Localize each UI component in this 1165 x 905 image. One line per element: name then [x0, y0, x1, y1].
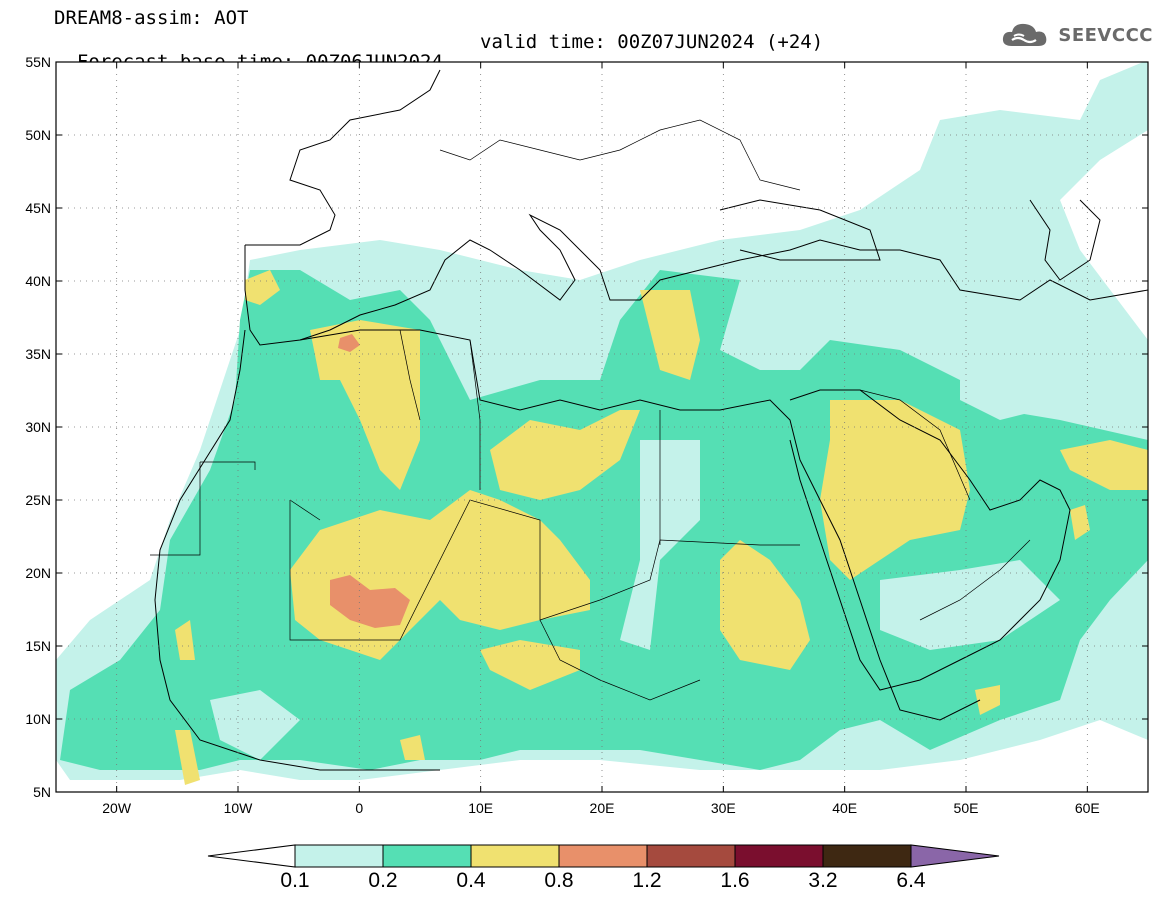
coastline-africa [154, 329, 981, 771]
coastline-caspian [1029, 199, 1101, 281]
colorbar-over-arrow [910, 844, 1000, 868]
lon-label: 60E [1075, 800, 1100, 816]
lon-label: 0 [355, 800, 363, 816]
lon-label: 10E [468, 800, 493, 816]
aot-contour-0.4 [175, 620, 195, 660]
coastline-arabia [789, 389, 1071, 691]
colorbar-swatch [558, 844, 648, 868]
cloud-icon [1003, 23, 1047, 46]
border [439, 119, 801, 191]
aot-contour-0.4 [1070, 505, 1090, 540]
aot-contour-0.4 [310, 320, 420, 490]
lat-label: 5N [33, 784, 51, 800]
aot-hole [880, 560, 1060, 650]
lat-label: 30N [25, 419, 51, 435]
chart-title: DREAM8-assim: AOT [54, 7, 249, 29]
valid-time-label: valid time: 00Z07JUN2024 (+24) [480, 31, 824, 53]
colorbar-label: 6.4 [896, 869, 926, 892]
colorbar-label: 0.8 [544, 869, 573, 892]
colorbar: 0.1 0.2 0.4 0.8 1.2 1.6 3.2 6.4 [207, 844, 1000, 892]
lat-label: 25N [25, 492, 51, 508]
aot-field [56, 62, 1148, 785]
lon-label: 20W [102, 800, 132, 816]
aot-contour-0.4 [820, 400, 970, 580]
aot-contour-0.2 [60, 270, 1148, 770]
colorbar-label: 1.2 [632, 869, 661, 892]
aot-contour-0.4 [480, 640, 580, 690]
colorbar-swatch [734, 844, 824, 868]
lon-label: 20E [590, 800, 615, 816]
aot-contour-0.4 [640, 290, 700, 380]
lon-label: 30E [711, 800, 736, 816]
colorbar-label: 0.1 [280, 869, 309, 892]
aot-hole [960, 380, 1040, 420]
colorbar-swatch [294, 844, 384, 868]
colorbar-swatch [382, 844, 472, 868]
border [200, 461, 761, 641]
aot-contour-0.4 [1060, 440, 1148, 490]
colorbar-label: 0.2 [368, 869, 397, 892]
colorbar-swatch [470, 844, 560, 868]
lat-label: 55N [25, 54, 51, 70]
aot-contour-0.4 [175, 730, 200, 785]
colorbar-swatch [646, 844, 736, 868]
lon-label: 10W [224, 800, 254, 816]
aot-contour-0.8 [338, 334, 360, 352]
lat-label: 10N [25, 711, 51, 727]
colorbar-label: 3.2 [808, 869, 837, 892]
aot-contour-0.4 [975, 685, 1000, 715]
coastline-blacksea [719, 199, 881, 261]
aot-hole [210, 690, 300, 760]
aot-contour-0.4 [720, 540, 810, 670]
border [399, 329, 800, 546]
lat-label: 20N [25, 565, 51, 581]
colorbar-label: 0.4 [456, 869, 486, 892]
border [859, 389, 1031, 621]
lat-label: 35N [25, 346, 51, 362]
lat-label: 15N [25, 638, 51, 654]
coastlines [154, 69, 1148, 771]
aot-contour-0.8 [330, 575, 410, 628]
coastline-europe [244, 69, 1148, 346]
colorbar-label: 1.6 [720, 869, 749, 892]
lon-label: 50E [954, 800, 979, 816]
lon-axis: 20W 10W 0 10E 20E 30E 40E 50E 60E [102, 62, 1100, 816]
border [150, 462, 701, 701]
aot-contour-0.4 [400, 735, 425, 760]
colorbar-swatch [822, 844, 912, 868]
lat-label: 40N [25, 273, 51, 289]
borders [150, 119, 1031, 701]
logo-text: SEEVCCC [1058, 24, 1153, 46]
colorbar-under-arrow [207, 844, 296, 868]
lat-axis: 55N 50N 45N 40N 35N 30N 25N 20N 15N 10N 5N [25, 54, 1148, 800]
aot-contour-0.4 [490, 410, 640, 500]
seevccc-logo: SEEVCCC [1000, 20, 1153, 50]
lon-label: 40E [832, 800, 857, 816]
lat-label: 50N [25, 127, 51, 143]
aot-contour-0.4 [245, 270, 280, 305]
lat-label: 45N [25, 200, 51, 216]
